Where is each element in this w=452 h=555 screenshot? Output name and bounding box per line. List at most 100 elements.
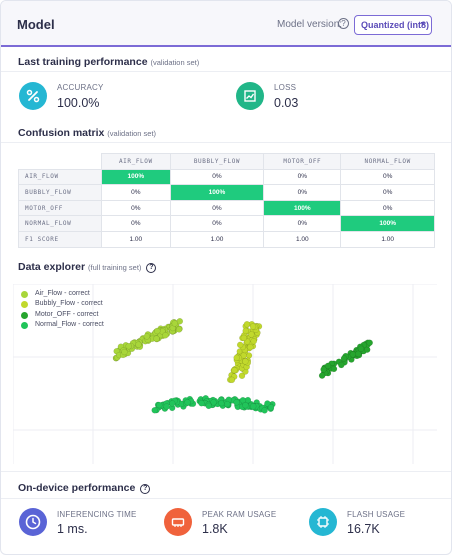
scatter-point[interactable] (243, 321, 251, 328)
chevron-down-icon: ▼ (419, 21, 426, 28)
confusion-matrix-table: AIR_FLOW BUBBLY_FLOW MOTOR_OFF NORMAL_FL… (18, 153, 435, 248)
legend-item[interactable]: Motor_OFF - correct (21, 311, 104, 321)
legend-swatch (21, 291, 28, 298)
scatter-point[interactable] (175, 326, 183, 333)
scatter-point[interactable] (249, 323, 257, 330)
help-icon[interactable]: ? (140, 484, 151, 494)
scatter-point[interactable] (210, 399, 217, 406)
scatter-point[interactable] (223, 400, 231, 408)
chip-icon (309, 508, 337, 536)
panel-title: Model (17, 17, 55, 32)
percent-icon (19, 82, 47, 110)
column-header: AIR_FLOW (101, 153, 171, 170)
row-header: BUBBLY_FLOW (18, 184, 102, 201)
scatter-point[interactable] (242, 358, 249, 365)
table-corner (18, 153, 102, 170)
scatter-point[interactable] (366, 339, 373, 347)
scatter-point[interactable] (171, 320, 179, 327)
panel-header: Model Model version: ? Quantized (int8) … (1, 1, 451, 47)
device-title: On-device performance (18, 482, 136, 494)
column-header: MOTOR_OFF (263, 153, 342, 170)
scatter-point[interactable] (162, 332, 169, 339)
data-explorer-scatter[interactable] (13, 284, 437, 464)
scatter-point[interactable] (318, 372, 326, 379)
accuracy-label: ACCURACY (57, 83, 104, 92)
scatter-point[interactable] (338, 361, 345, 369)
table-cell: 100% (340, 215, 435, 232)
scatter-point[interactable] (125, 342, 132, 350)
scatter-point[interactable] (163, 403, 170, 410)
scatter-point[interactable] (267, 404, 275, 411)
scatter-point[interactable] (154, 327, 161, 335)
scatter-point[interactable] (143, 333, 151, 340)
scatter-point[interactable] (236, 341, 244, 349)
scatter-point[interactable] (238, 372, 246, 380)
table-cell: 0% (263, 168, 342, 186)
table-row: BUBBLY_FLOW 0% 100% 0% 0% (18, 184, 435, 201)
scatter-point[interactable] (228, 376, 236, 384)
table-row: MOTOR_OFF 0% 0% 100% 0% (18, 199, 435, 217)
scatter-point[interactable] (340, 355, 348, 362)
scatter-point[interactable] (218, 399, 225, 407)
scatter-point[interactable] (151, 407, 158, 414)
row-header: AIR_FLOW (18, 168, 102, 186)
scatter-point[interactable] (324, 362, 332, 370)
scatter-point[interactable] (239, 396, 247, 404)
table-cell: 0% (101, 215, 171, 232)
divider (1, 471, 451, 472)
scatter-point[interactable] (320, 366, 327, 373)
scatter-point[interactable] (121, 348, 128, 356)
model-version-select[interactable]: Quantized (int8) ▼ (354, 15, 432, 35)
legend-item[interactable]: Bubbly_Flow - correct (21, 300, 104, 310)
table-cell: 0% (169, 215, 265, 232)
table-cell: 1.00 (263, 230, 342, 248)
scatter-point[interactable] (249, 403, 257, 410)
table-header-row: AIR_FLOW BUBBLY_FLOW MOTOR_OFF NORMAL_FL… (18, 153, 435, 170)
inferencing-time-value: 1 ms. (57, 522, 88, 536)
explorer-subtitle: (full training set) (88, 263, 142, 272)
training-section-title: Last training performance (validation se… (18, 56, 199, 68)
scatter-point[interactable] (250, 337, 257, 345)
scatter-point[interactable] (153, 335, 160, 342)
row-header: NORMAL_FLOW (18, 215, 102, 232)
scatter-point[interactable] (357, 345, 365, 353)
scatter-point[interactable] (242, 401, 249, 409)
table-cell: 100% (263, 199, 342, 217)
scatter-point[interactable] (261, 407, 268, 414)
help-icon[interactable]: ? (146, 263, 157, 273)
scatter-point[interactable] (242, 327, 249, 335)
scatter-point[interactable] (231, 366, 238, 374)
table-cell: 0% (340, 168, 435, 186)
table-cell: 0% (263, 184, 342, 201)
legend-item[interactable]: Air_Flow - correct (21, 290, 104, 300)
inferencing-time-label: INFERENCING TIME (57, 510, 137, 519)
divider (1, 142, 451, 143)
legend-item[interactable]: Normal_Flow - correct (21, 321, 104, 331)
explorer-section-title: Data explorer (full training set) ? (18, 261, 157, 273)
scatter-point[interactable] (198, 399, 205, 407)
scatter-point[interactable] (135, 341, 142, 348)
divider (1, 498, 451, 499)
scatter-point[interactable] (156, 401, 163, 409)
scatter-point[interactable] (184, 399, 191, 406)
table-cell: 100% (101, 168, 171, 186)
peak-ram-label: PEAK RAM USAGE (202, 510, 277, 519)
help-icon[interactable]: ? (338, 18, 349, 29)
scatter-point[interactable] (168, 400, 176, 407)
scatter-point[interactable] (349, 351, 357, 358)
scatter-legend: Air_Flow - correct Bubbly_Flow - correct… (21, 290, 104, 332)
legend-label: Air_Flow - correct (35, 290, 90, 297)
scatter-point[interactable] (205, 402, 212, 410)
scatter-point[interactable] (233, 399, 240, 406)
scatter-point[interactable] (330, 365, 338, 373)
memory-icon (164, 508, 192, 536)
table-cell: 0% (169, 199, 265, 217)
scatter-point[interactable] (240, 334, 248, 342)
scatter-point[interactable] (247, 343, 254, 351)
table-cell: 1.00 (169, 230, 265, 248)
scatter-point[interactable] (233, 354, 240, 362)
scatter-point[interactable] (248, 331, 255, 338)
scatter-point[interactable] (264, 400, 271, 407)
scatter-point[interactable] (355, 350, 362, 358)
